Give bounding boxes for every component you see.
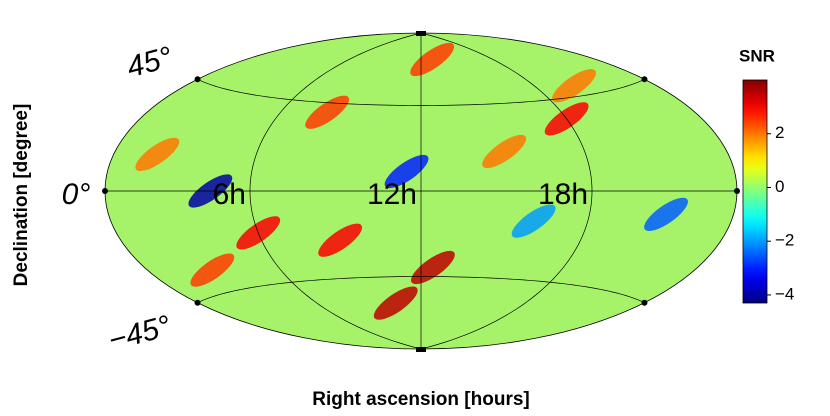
grid-dot xyxy=(641,76,648,83)
dec-label: −45° xyxy=(105,309,174,357)
dec-label: 45° xyxy=(123,41,175,85)
grid-dot xyxy=(102,188,109,194)
meridian xyxy=(249,32,422,350)
colorbar-tick-label: −2 xyxy=(775,231,794,250)
colorbar-tick-label: 0 xyxy=(775,177,784,196)
ra-label: 12h xyxy=(367,178,417,211)
dec-label: 0° xyxy=(62,178,91,211)
grid-dot xyxy=(641,299,648,306)
snr-spot xyxy=(373,286,418,320)
grid-dot xyxy=(194,299,201,306)
snr-spot xyxy=(511,204,556,238)
colorbar-tick-label: −4 xyxy=(775,284,794,303)
grid-dot xyxy=(194,76,201,83)
snr-spot xyxy=(135,137,180,172)
grid-dot xyxy=(733,188,740,194)
snr-spot xyxy=(644,197,688,232)
ra-label: 18h xyxy=(538,178,588,211)
snr-spot xyxy=(318,223,363,257)
snr-spot xyxy=(305,95,350,129)
colorbar xyxy=(742,79,768,304)
snr-spot xyxy=(411,250,455,285)
snr-spot xyxy=(552,69,596,103)
pole-marker xyxy=(416,31,426,36)
snr-spot xyxy=(482,134,527,169)
x-axis-label: Right ascension [hours] xyxy=(312,389,529,410)
ra-label: 6h xyxy=(213,178,246,211)
snr-spot xyxy=(190,253,235,287)
pole-marker xyxy=(416,347,426,352)
colorbar-title: SNR xyxy=(739,46,775,65)
y-axis-label: Declination [degree] xyxy=(11,104,32,287)
colorbar-tick-label: 2 xyxy=(775,123,784,142)
snr-spot xyxy=(384,154,429,189)
meridian xyxy=(420,32,593,350)
